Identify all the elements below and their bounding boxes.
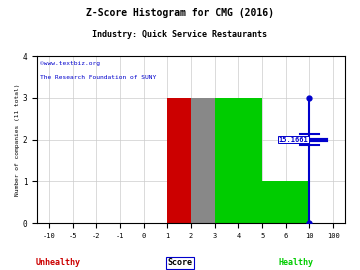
- Text: Z-Score Histogram for CMG (2016): Z-Score Histogram for CMG (2016): [86, 8, 274, 18]
- Text: ©www.textbiz.org: ©www.textbiz.org: [40, 61, 100, 66]
- Bar: [191, 98, 215, 223]
- Text: The Research Foundation of SUNY: The Research Foundation of SUNY: [40, 75, 157, 80]
- Bar: [286, 181, 310, 223]
- Bar: [262, 181, 286, 223]
- Text: Healthy: Healthy: [278, 258, 313, 267]
- Bar: [167, 98, 191, 223]
- Text: Industry: Quick Service Restaurants: Industry: Quick Service Restaurants: [93, 30, 267, 39]
- Bar: [215, 98, 262, 223]
- Text: 15.1661: 15.1661: [279, 137, 308, 143]
- Text: Unhealthy: Unhealthy: [36, 258, 81, 267]
- Text: Score: Score: [167, 258, 193, 267]
- Y-axis label: Number of companies (11 total): Number of companies (11 total): [15, 83, 20, 196]
